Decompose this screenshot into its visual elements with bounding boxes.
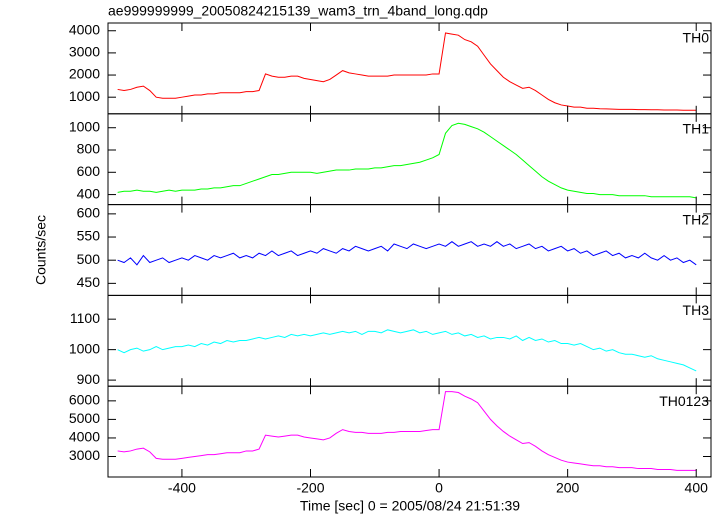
y-tick-label: 800 [77,141,101,157]
y-tick-label: 600 [77,163,101,179]
y-tick-label: 3000 [69,447,100,463]
panel-label: TH3 [683,302,710,318]
x-tick-label: -200 [296,480,324,496]
panel-frame [107,22,712,115]
y-tick-label: 400 [77,185,101,201]
panel-label: TH0 [683,30,710,46]
panel-frame [107,204,712,296]
y-tick-label: 1000 [69,118,100,134]
y-tick-label: 550 [77,228,101,244]
panel-label: TH0123 [659,393,709,409]
y-tick-label: 600 [77,205,101,221]
y-tick-label: 450 [77,274,101,290]
x-axis-label: Time [sec] 0 = 2005/08/24 21:51:39 [300,498,520,514]
data-line [117,329,697,372]
y-tick-label: 4000 [69,21,100,37]
y-tick-label: 1100 [70,310,100,326]
panel-frame [107,294,712,387]
data-line [117,241,697,266]
x-tick-label: 400 [685,480,709,496]
y-tick-label: 4000 [69,429,100,445]
y-tick-label: 900 [77,371,101,387]
chart-title: ae999999999_20050824215139_wam3_trn_4ban… [108,3,488,19]
y-tick-label: 5000 [69,410,100,426]
panel-frame [107,113,712,206]
y-tick-label: 3000 [69,44,100,60]
panel-label: TH1 [683,121,710,137]
x-tick-label: 200 [556,480,580,496]
x-tick-label: -400 [168,480,196,496]
data-line [117,32,697,111]
x-tick-label: 0 [435,480,443,496]
y-tick-label: 500 [77,251,101,267]
y-tick-label: 2000 [69,66,100,82]
data-line [117,391,697,471]
y-tick-label: 1000 [69,88,100,104]
y-tick-label: 6000 [69,392,100,408]
y-axis-label: Counts/sec [33,215,49,285]
y-tick-label: 1000 [69,340,100,356]
panel-label: TH2 [683,211,710,227]
panel-frame [107,385,712,478]
data-line [117,122,697,199]
